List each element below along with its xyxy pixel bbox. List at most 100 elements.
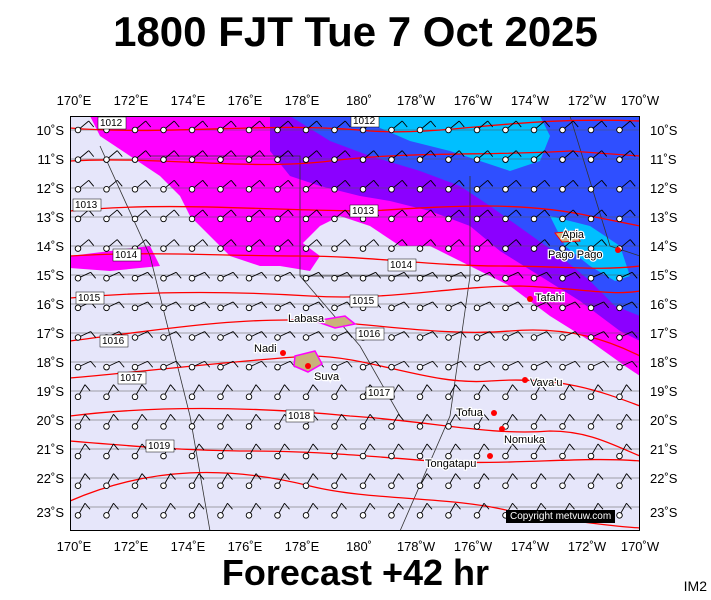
wind-barb: [502, 360, 524, 371]
isobar-line: [70, 253, 640, 269]
lat-label: 15˚S: [650, 268, 678, 283]
wind-barb: [473, 179, 494, 193]
wind-barb: [559, 384, 575, 401]
wind-barb: [131, 360, 154, 371]
wind-barb: [502, 473, 518, 489]
isobar-line: [70, 355, 640, 407]
map-title: 1800 FJT Tue 7 Oct 2025: [113, 8, 598, 55]
wind-barb: [274, 384, 290, 401]
wind-barb: [445, 443, 461, 460]
place-label: Nadi: [254, 343, 277, 355]
lat-label: 16˚S: [650, 297, 678, 312]
lat-label: 20˚S: [36, 413, 64, 428]
lat-label: 10˚S: [650, 123, 678, 138]
isobar-line: [70, 407, 640, 457]
isobar-line: [70, 150, 640, 166]
wind-barb: [131, 502, 148, 519]
wind-barb: [274, 239, 294, 252]
wind-barb: [103, 150, 123, 163]
wind-barb: [74, 239, 95, 252]
wind-barb: [74, 120, 95, 134]
wind-barb: [359, 384, 376, 401]
lat-label: 19˚S: [36, 384, 64, 399]
wind-barb: [616, 120, 636, 134]
wind-barb: [245, 414, 262, 430]
place-dot: [280, 350, 286, 356]
wind-barb: [416, 443, 433, 460]
wind-barbs: [74, 120, 638, 519]
wind-barb: [74, 384, 91, 401]
isobar-label: 1016: [358, 329, 381, 340]
wind-barb: [74, 443, 91, 460]
isobar-label: 1013: [75, 200, 98, 211]
lat-label: 23˚S: [36, 505, 64, 520]
wind-barb: [502, 120, 522, 134]
lat-label: 10˚S: [36, 123, 64, 138]
wind-barb: [616, 150, 636, 163]
place-dot: [527, 296, 533, 302]
wind-barb: [530, 150, 551, 163]
lon-label: 178˚E: [284, 93, 320, 108]
lon-label: 170˚E: [56, 93, 92, 108]
wind-barb: [217, 331, 239, 341]
wind-barb: [217, 209, 237, 223]
wind-barb: [188, 443, 205, 460]
wind-barb: [131, 120, 152, 134]
lat-label: 22˚S: [650, 471, 678, 486]
wind-barb: [302, 384, 319, 401]
lon-label: 178˚E: [284, 539, 320, 554]
wind-barb: [445, 179, 465, 193]
wind-barb: [302, 271, 325, 282]
wind-barb: [473, 414, 490, 430]
lon-label: 176˚W: [453, 539, 493, 554]
wind-barb: [188, 473, 205, 489]
wind-barb: [188, 239, 209, 252]
wind-barb: [559, 360, 581, 371]
wind-barb: [245, 120, 266, 134]
place-dot: [487, 453, 493, 459]
wind-barb: [473, 443, 490, 460]
wind-barb: [217, 150, 237, 163]
wind-barb: [616, 360, 638, 371]
wind-barb: [502, 239, 522, 252]
wind-barb: [74, 360, 97, 371]
wind-barb: [587, 179, 608, 193]
wind-barb: [616, 414, 632, 430]
wind-barb: [530, 239, 551, 252]
wind-barb: [616, 209, 636, 223]
wind-barb: [388, 414, 404, 430]
wind-barb: [302, 502, 319, 519]
wind-barb: [530, 120, 551, 134]
wind-barb: [587, 150, 608, 163]
lon-label: 174˚E: [170, 539, 206, 554]
wind-barb: [587, 414, 604, 430]
wind-barb: [103, 209, 123, 223]
wind-barb: [587, 209, 608, 223]
isobar-label: 1017: [120, 373, 143, 384]
wind-barb: [445, 331, 467, 341]
wind-barb: [245, 443, 262, 460]
wind-barb: [160, 414, 176, 430]
wind-barb: [274, 502, 290, 519]
wind-barb: [160, 179, 180, 193]
wind-barb: [530, 414, 547, 430]
wind-barb: [274, 271, 296, 282]
isobar-label: 1012: [353, 116, 376, 127]
lon-label: 174˚W: [510, 93, 550, 108]
place-label: Tafahi: [535, 292, 564, 304]
wind-barb: [103, 502, 119, 519]
place-label: Pago Pago: [548, 249, 602, 261]
wind-barb: [160, 239, 180, 252]
wind-barb: [131, 150, 152, 163]
wind-barb: [587, 473, 604, 489]
lat-label: 15˚S: [36, 268, 64, 283]
wind-barb: [188, 271, 211, 282]
lat-label: 23˚S: [650, 505, 678, 520]
wind-barb: [445, 384, 461, 401]
wind-barb: [160, 150, 180, 163]
wind-barb: [217, 179, 237, 193]
copyright-badge: Copyright metvuw.com: [506, 510, 616, 523]
wind-barb: [103, 239, 123, 252]
wind-barb: [331, 150, 351, 163]
wind-barb: [530, 301, 553, 312]
